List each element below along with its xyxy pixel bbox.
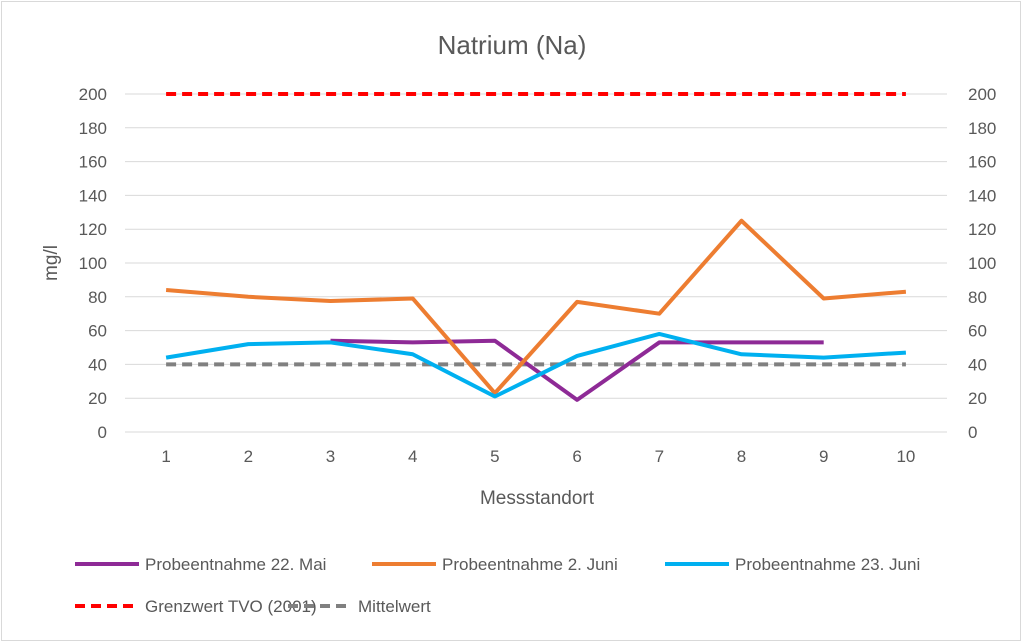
y-tick-label-right: 40 <box>968 355 987 374</box>
y-tick-label-right: 60 <box>968 322 987 341</box>
legend-label: Probeentnahme 2. Juni <box>442 555 618 574</box>
y-tick-label-left: 0 <box>98 423 107 442</box>
legend-label: Probeentnahme 22. Mai <box>145 555 326 574</box>
y-tick-label-right: 100 <box>968 254 996 273</box>
y-tick-label-right: 160 <box>968 153 996 172</box>
x-tick-label: 3 <box>326 447 335 466</box>
x-tick-label: 10 <box>896 447 915 466</box>
x-tick-label: 7 <box>655 447 664 466</box>
legend-label: Grenzwert TVO (2001) <box>145 597 317 616</box>
x-tick-label: 8 <box>737 447 746 466</box>
y-tick-label-left: 160 <box>79 153 107 172</box>
y-tick-label-left: 140 <box>79 186 107 205</box>
y-tick-label-right: 180 <box>968 119 996 138</box>
x-tick-label: 4 <box>408 447 417 466</box>
y-tick-label-left: 20 <box>88 389 107 408</box>
y-tick-label-right: 20 <box>968 389 987 408</box>
y-tick-label-left: 200 <box>79 85 107 104</box>
y-tick-label-left: 100 <box>79 254 107 273</box>
y-axis-label: mg/l <box>41 245 62 281</box>
x-tick-label: 1 <box>161 447 170 466</box>
y-tick-label-right: 120 <box>968 220 996 239</box>
x-tick-label: 5 <box>490 447 499 466</box>
legend-label: Probeentnahme 23. Juni <box>735 555 920 574</box>
y-tick-label-left: 40 <box>88 355 107 374</box>
x-tick-label: 9 <box>819 447 828 466</box>
legend-label: Mittelwert <box>358 597 431 616</box>
y-tick-label-right: 80 <box>968 288 987 307</box>
y-tick-label-left: 180 <box>79 119 107 138</box>
y-tick-label-right: 0 <box>968 423 977 442</box>
series-line-1 <box>165 218 907 396</box>
series-line-2 <box>165 331 907 399</box>
y-tick-label-right: 200 <box>968 85 996 104</box>
series-line-0 <box>330 338 824 402</box>
y-tick-label-left: 120 <box>79 220 107 239</box>
x-tick-label: 2 <box>244 447 253 466</box>
chart-title: Natrium (Na) <box>438 30 587 60</box>
x-tick-label: 6 <box>572 447 581 466</box>
y-tick-label-left: 80 <box>88 288 107 307</box>
x-axis-label: Messstandort <box>480 488 595 509</box>
y-tick-label-right: 140 <box>968 186 996 205</box>
y-tick-label-left: 60 <box>88 322 107 341</box>
